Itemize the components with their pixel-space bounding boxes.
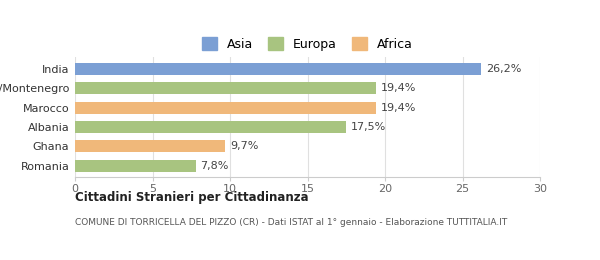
Text: 26,2%: 26,2% [486,64,521,74]
Text: 19,4%: 19,4% [380,103,416,113]
Text: COMUNE DI TORRICELLA DEL PIZZO (CR) - Dati ISTAT al 1° gennaio - Elaborazione TU: COMUNE DI TORRICELLA DEL PIZZO (CR) - Da… [75,218,507,227]
Bar [75,160,196,172]
Bar [75,102,376,114]
Bar [75,121,346,133]
Bar [75,63,481,75]
Text: 17,5%: 17,5% [351,122,386,132]
Text: 9,7%: 9,7% [230,141,259,151]
Text: 19,4%: 19,4% [380,83,416,93]
Bar [75,82,376,94]
Text: Cittadini Stranieri per Cittadinanza: Cittadini Stranieri per Cittadinanza [75,191,308,204]
Text: 7,8%: 7,8% [200,161,229,171]
Legend: Asia, Europa, Africa: Asia, Europa, Africa [198,34,417,55]
Bar [75,140,226,152]
